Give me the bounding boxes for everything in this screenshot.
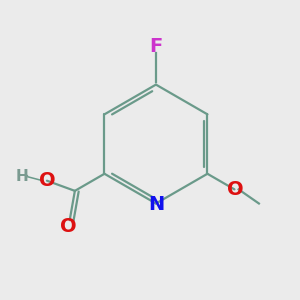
Text: O: O [61,217,77,236]
Text: ·: · [24,168,31,187]
Text: O: O [39,171,56,190]
Text: N: N [148,195,164,214]
Text: H: H [16,169,28,184]
Text: F: F [149,37,163,56]
Text: O: O [227,180,244,199]
